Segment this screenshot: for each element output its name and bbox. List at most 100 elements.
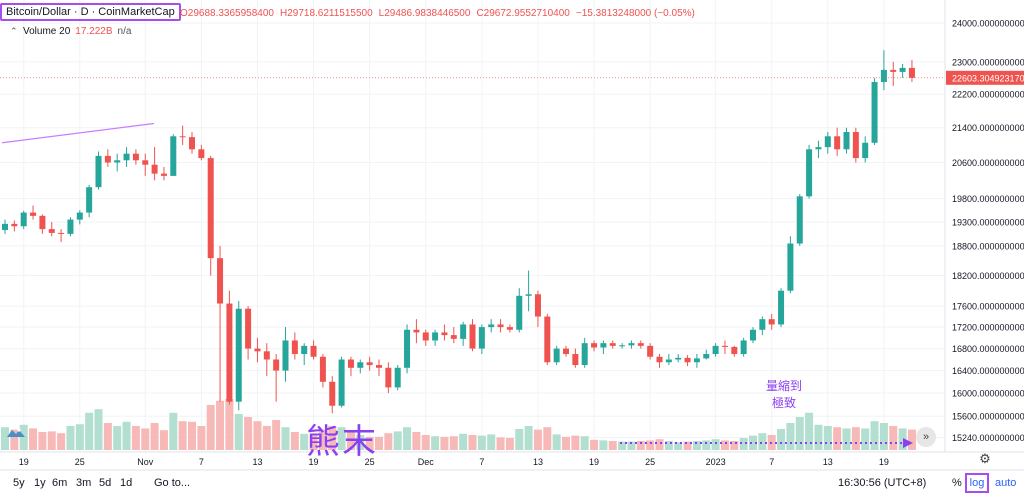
candle-body: [656, 356, 663, 363]
range-5y-button[interactable]: 5y: [13, 477, 25, 489]
candle-body: [824, 136, 831, 148]
volume-bar: [627, 441, 636, 450]
goto-date-button[interactable]: Go to...: [154, 477, 191, 489]
volume-bar: [290, 432, 299, 450]
low-value: L29486.9838446500: [378, 8, 471, 19]
candle-body: [86, 187, 93, 213]
volume-bar: [234, 414, 243, 450]
candle-body: [76, 212, 83, 220]
volume-bar: [318, 429, 327, 450]
candle-body: [366, 362, 373, 366]
volume-annotation: 量縮到 極致: [756, 378, 812, 412]
candle-body: [778, 290, 785, 325]
volume-bar: [898, 428, 907, 450]
candle-body: [796, 196, 803, 244]
volume-bar: [720, 440, 729, 450]
volume-bar: [141, 428, 150, 450]
volume-bar: [346, 432, 355, 450]
volume-bar: [487, 434, 496, 450]
volume-bar: [814, 424, 823, 450]
volume-bar: [758, 433, 767, 450]
candle-body: [376, 365, 382, 368]
volume-bar: [870, 421, 879, 450]
clock-timezone[interactable]: 16:30:56 (UTC+8): [838, 477, 927, 489]
candle-body: [132, 153, 139, 161]
candle-body: [815, 147, 822, 150]
volume-bar: [356, 435, 365, 450]
volume-annotation-line1: 量縮到: [765, 379, 802, 393]
range-1d-button[interactable]: 1d: [120, 477, 133, 489]
candle-body: [179, 136, 186, 138]
candle-body: [170, 136, 177, 176]
volume-bar: [178, 421, 187, 450]
candle-body: [301, 345, 308, 355]
volume-bar: [636, 441, 645, 450]
tradingview-logo-icon[interactable]: [6, 426, 26, 440]
candle-body: [908, 67, 915, 78]
time-tick-label: 19: [19, 457, 29, 467]
range-6m-button[interactable]: 6m: [52, 477, 68, 489]
volume-bar: [421, 435, 430, 450]
volume-bar: [664, 441, 673, 450]
volume-bar: [1, 427, 9, 450]
candle-body: [2, 223, 8, 231]
volume-bar: [833, 427, 842, 450]
volume-bar: [262, 426, 271, 450]
candle-body: [862, 142, 869, 159]
volume-bar: [851, 427, 860, 450]
scroll-to-realtime-button[interactable]: »: [916, 427, 936, 447]
volume-bar: [861, 428, 870, 450]
price-tick-label: 19800.0000000000: [952, 194, 1024, 204]
candle-body: [703, 354, 710, 359]
time-tick-label: Dec: [418, 457, 435, 467]
auto-scale-toggle[interactable]: auto: [995, 477, 1017, 489]
time-tick-label: 25: [75, 457, 85, 467]
open-value: O29688.3365958400: [180, 8, 274, 19]
candle-body: [806, 149, 813, 197]
candle-body: [329, 381, 336, 406]
volume-bar: [375, 436, 383, 450]
price-tick-label: 24000.0000000000: [952, 19, 1024, 29]
candle-body: [553, 348, 560, 363]
volume-bar: [244, 417, 253, 450]
percent-scale-toggle[interactable]: %: [952, 477, 962, 489]
bottom-toolbar: 5y 1y 6m 3m 5d 1d Go to... 16:30:56 (UTC…: [0, 470, 1024, 496]
volume-bar: [655, 439, 664, 450]
candle-body: [637, 343, 644, 346]
candle-body: [30, 212, 37, 216]
gear-icon[interactable]: ⚙: [979, 451, 991, 466]
volume-bar: [777, 429, 786, 450]
volume-bar: [702, 440, 711, 450]
candle-body: [142, 160, 149, 165]
time-tick-label: 25: [645, 457, 655, 467]
time-tick-label: 25: [365, 457, 375, 467]
time-tick-label: 2023: [706, 457, 726, 467]
candle-body: [525, 294, 532, 296]
volume-bar: [309, 434, 318, 450]
time-tick-label: 7: [199, 457, 204, 467]
candle-body: [198, 149, 205, 159]
high-value: H29718.6211515500: [279, 8, 373, 19]
symbol-title[interactable]: Bitcoin/Dollar · D · CoinMarketCap: [0, 3, 181, 21]
range-3m-button[interactable]: 3m: [76, 477, 92, 489]
collapse-caret-icon[interactable]: ⌃: [10, 26, 18, 36]
price-tick-label: 22200.0000000000: [952, 90, 1024, 100]
volume-bar: [431, 436, 440, 450]
volume-bar: [337, 427, 346, 450]
log-scale-toggle[interactable]: log: [965, 473, 989, 493]
candle-body: [245, 308, 252, 349]
volume-bar: [47, 431, 56, 450]
volume-legend: ⌃ Volume 20 17.222B n/a: [10, 26, 131, 37]
candle-body: [48, 229, 55, 233]
volume-bar: [571, 435, 580, 450]
range-1y-button[interactable]: 1y: [34, 477, 46, 489]
candle-body: [563, 348, 569, 355]
price-tick-label: 17200.0000000000: [952, 323, 1024, 333]
range-5d-button[interactable]: 5d: [99, 477, 112, 489]
volume-bar: [29, 428, 38, 450]
volume-bar: [103, 423, 112, 450]
candle-body: [478, 327, 485, 349]
volume-bar: [449, 436, 458, 450]
candle-body: [20, 212, 27, 227]
